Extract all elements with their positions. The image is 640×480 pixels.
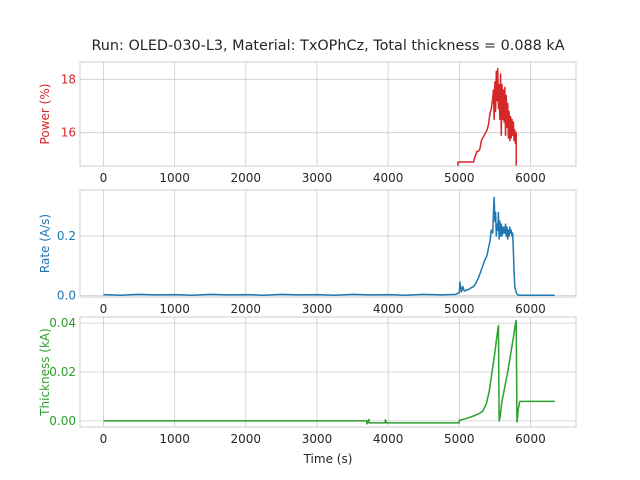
x-tick-label: 0 [100, 171, 108, 185]
y-tick-label: 0.00 [49, 414, 76, 428]
x-tick-label: 6000 [515, 171, 546, 185]
x-tick-label: 5000 [444, 432, 475, 446]
x-tick-label: 5000 [444, 171, 475, 185]
x-tick-label: 2000 [231, 171, 262, 185]
x-tick-label: 6000 [515, 302, 546, 316]
y-tick-label: 18 [61, 72, 76, 86]
x-tick-label: 4000 [373, 302, 404, 316]
y-axis-label: Power (%) [38, 84, 52, 145]
x-tick-label: 1000 [159, 432, 190, 446]
panel-3: 0 1000 2000 3000 4000 5000 6000 0.00 0.02 0.04Thi… [38, 316, 576, 446]
x-tick-label: 4000 [373, 432, 404, 446]
y-axis-label: Thickness (kA) [38, 328, 52, 417]
x-tick-label: 3000 [302, 432, 333, 446]
x-tick-label: 5000 [444, 302, 475, 316]
x-axis-label: Time (s) [303, 452, 353, 466]
y-tick-label: 0.02 [49, 365, 76, 379]
x-tick-label: 2000 [231, 432, 262, 446]
y-tick-label: 0.0 [57, 289, 76, 303]
x-tick-label: 0 [100, 432, 108, 446]
x-tick-label: 3000 [302, 171, 333, 185]
chart-title: Run: OLED-030-L3, Material: TxOPhCz, Tot… [91, 38, 564, 54]
x-tick-label: 0 [100, 302, 108, 316]
x-tick-label: 2000 [231, 302, 262, 316]
x-tick-label: 1000 [159, 171, 190, 185]
y-tick-label: 16 [61, 126, 76, 140]
y-axis-label: Rate (A/s) [38, 214, 52, 273]
panel-2: 0 1000 2000 3000 4000 5000 6000 0.0 0.2 Rate (A/s… [38, 190, 576, 316]
x-tick-label: 4000 [373, 171, 404, 185]
x-tick-label: 1000 [159, 302, 190, 316]
y-tick-label: 0.04 [49, 316, 76, 330]
plot-area [80, 190, 576, 297]
x-tick-label: 6000 [515, 432, 546, 446]
panel-1: 0 1000 2000 3000 4000 5000 6000 16 18 Power (%) [38, 62, 576, 185]
x-tick-label: 3000 [302, 302, 333, 316]
y-tick-label: 0.2 [57, 229, 76, 243]
